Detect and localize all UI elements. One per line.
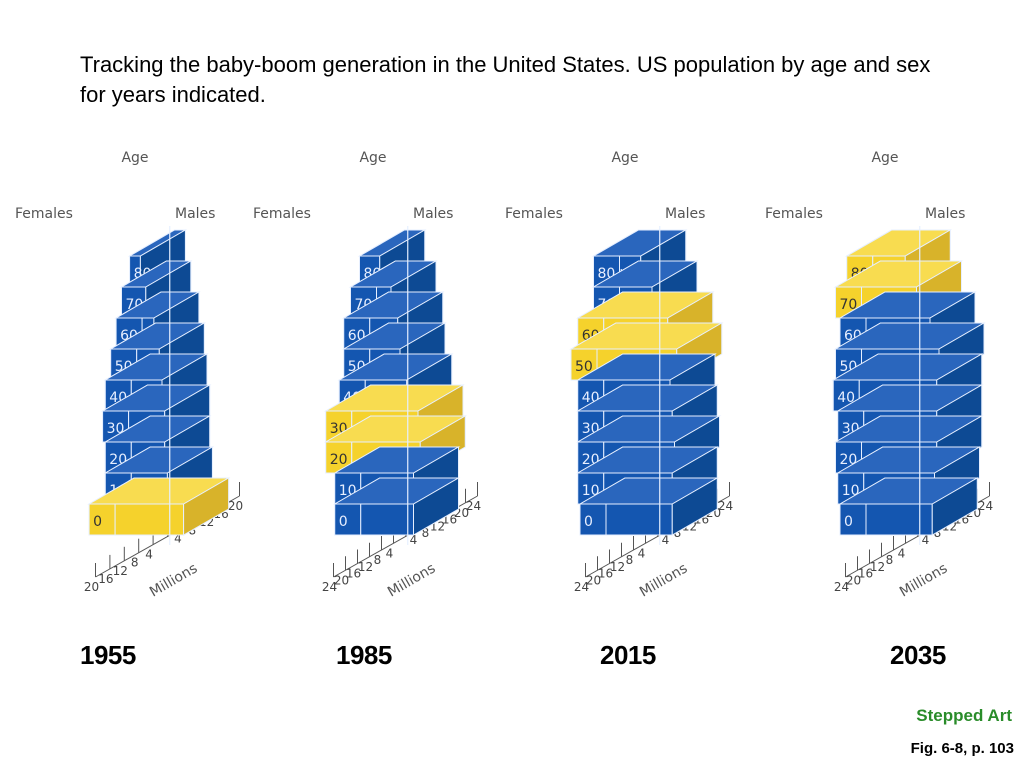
axis-tick-label: 24	[466, 499, 481, 513]
axis-tick-label: 4	[145, 548, 153, 562]
axis-tick-label: 8	[374, 553, 382, 567]
pyramid-chart-2015: Age Females Males 24 20 16 12 8 4 4 8 12 16 20 24 Milli…	[500, 140, 750, 610]
axis-tick-label: 16	[98, 572, 113, 586]
males-label: Males	[413, 206, 453, 222]
age-group-label: 0	[339, 514, 348, 530]
age-axis-label: Age	[871, 150, 898, 166]
age-axis-label: Age	[359, 150, 386, 166]
axis-tick-label: 24	[574, 580, 589, 594]
axis-tick-label: 4	[898, 546, 906, 560]
block-long-face	[865, 503, 933, 536]
axis-tick-label: 4	[386, 546, 394, 560]
axis-tick-label: 16	[598, 567, 613, 581]
axis-tick-label: 12	[358, 560, 373, 574]
females-label: Females	[253, 206, 311, 222]
block-long-face	[114, 503, 185, 536]
year-label-2035: 2035	[890, 640, 946, 670]
axis-tick-label: 20	[334, 573, 349, 587]
pyramid-chart-2035: Age Females Males 24 20 16 12 8 4 4 8 12 16 20 24 Milli…	[760, 140, 1010, 610]
chart-title: Tracking the baby-boom generation in the…	[80, 52, 931, 107]
age-group-label: 0	[93, 514, 102, 530]
axis-tick-label: 8	[674, 526, 682, 540]
axis-tick-label: 12	[113, 564, 128, 578]
millions-axis-label: Millions	[147, 560, 200, 600]
axis-tick-label: 8	[626, 553, 634, 567]
females-label: Females	[765, 206, 823, 222]
axis-tick-label: 8	[131, 556, 139, 570]
males-label: Males	[665, 206, 705, 222]
age-axis-label: Age	[121, 150, 148, 166]
age-axis-label: Age	[611, 150, 638, 166]
females-label: Females	[15, 206, 73, 222]
age-group-label: 50	[575, 359, 593, 375]
axis-tick-label: 16	[346, 567, 361, 581]
age-group-label: 70	[840, 297, 858, 313]
axis-tick-label: 20	[84, 580, 99, 594]
axis-tick-label: 8	[422, 526, 430, 540]
axis-tick-label: 16	[858, 567, 873, 581]
axis-tick-label: 4	[174, 531, 182, 545]
axis-tick-label: 24	[718, 499, 733, 513]
age-group-label: 20	[330, 452, 348, 468]
age-block-0: 0	[578, 477, 720, 536]
axis-tick-label: 12	[610, 560, 625, 574]
age-block-0: 0	[332, 477, 461, 536]
age-group-label: 0	[584, 514, 593, 530]
males-label: Males	[175, 206, 215, 222]
females-label: Females	[505, 206, 563, 222]
axis-tick-label: 20	[228, 499, 243, 513]
pyramid-chart-1985: Age Females Males 24 20 16 12 8 4 4 8 12 16 20 24 Milli…	[248, 140, 498, 610]
block-end-face	[931, 477, 978, 536]
year-label-1985: 1985	[336, 640, 392, 670]
age-block-0: 0	[838, 477, 980, 536]
pyramid-chart-1955: AgeFemalesMales2016128448121620Millions8…	[10, 140, 260, 610]
year-label-1955: 1955	[80, 640, 136, 670]
figure-reference: Fig. 6-8, p. 103	[910, 740, 1014, 757]
millions-axis-label: Millions	[385, 560, 438, 600]
age-group-label: 40	[837, 390, 855, 406]
axis-tick-label: 24	[978, 499, 993, 513]
block-end-face	[413, 477, 459, 536]
males-label: Males	[925, 206, 965, 222]
axis-tick-label: 8	[886, 553, 894, 567]
millions-axis-label: Millions	[637, 560, 690, 600]
axis-tick-label: 20	[846, 573, 861, 587]
age-group-label: 0	[844, 514, 853, 530]
axis-tick-label: 4	[410, 533, 418, 547]
block-end-face	[183, 477, 230, 536]
axis-tick-label: 4	[922, 533, 930, 547]
year-label-2015: 2015	[600, 640, 656, 670]
axis-tick-label: 20	[586, 573, 601, 587]
stepped-art-label: Stepped Art	[916, 706, 1012, 725]
axis-tick-label: 12	[870, 560, 885, 574]
axis-tick-label: 24	[322, 580, 337, 594]
block-end-face	[671, 477, 718, 536]
block-long-face	[605, 503, 673, 536]
age-block-0: 0	[87, 477, 231, 536]
pyramid-svg-1955: AgeFemalesMales2016128448121620Millions8…	[15, 150, 243, 600]
axis-tick-label: 24	[834, 580, 849, 594]
millions-axis-label: Millions	[897, 560, 950, 600]
axis-tick-label: 4	[638, 546, 646, 560]
axis-tick-label: 4	[662, 533, 670, 547]
block-long-face	[360, 503, 414, 536]
axis-tick-label: 8	[934, 526, 942, 540]
